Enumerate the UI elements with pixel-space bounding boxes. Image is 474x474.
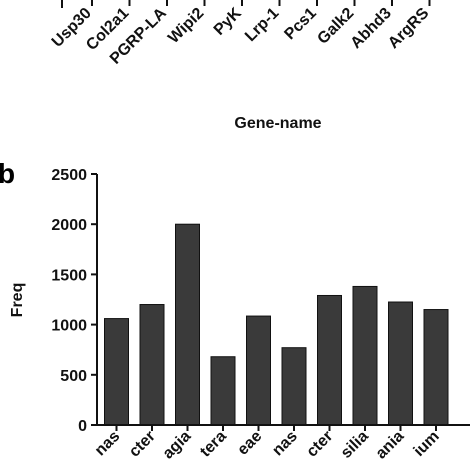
- panel-b-letter: b: [0, 158, 15, 189]
- panel-b-bar: [423, 309, 449, 426]
- panel-b-bar: [139, 304, 165, 426]
- panel-a-x-tick-label: Lrp-1: [242, 5, 282, 45]
- panel-a-x-tick-label: PyK: [211, 4, 245, 38]
- panel-b-bar: [175, 223, 200, 426]
- panel-b-x-tick-label: nas: [269, 428, 301, 460]
- panel-b-bar: [388, 301, 413, 426]
- panel-b-y-axis-title: Freq: [9, 283, 26, 318]
- panel-b-y-ticks: 0 500 1000 1500 2000 2500: [51, 167, 97, 435]
- panel-b-bar: [246, 315, 271, 426]
- panel-b-x-tick-label: silia: [338, 428, 372, 462]
- panel-b-y-tick-label: 0: [78, 418, 87, 435]
- panel-b-bar: [104, 318, 129, 426]
- panel-a-x-axis-title: Gene-name: [234, 115, 321, 132]
- panel-a-x-tick-label: Pcs1: [281, 5, 320, 44]
- panel-b-x-tick-label: cter: [304, 428, 337, 461]
- panel-b-y-tick-label: 500: [60, 368, 87, 385]
- panel-b-bar: [210, 356, 236, 426]
- panel-b-x-tick-label: nas: [92, 428, 124, 460]
- panel-b-x-tick-label: ania: [373, 428, 408, 463]
- panel-b-y-tick-label: 1000: [51, 318, 87, 335]
- panel-b-x-tick-label: cter: [126, 428, 159, 461]
- panel-b-x-tick-label: tera: [197, 428, 230, 461]
- panel-b-y-tick-label: 2000: [51, 217, 87, 234]
- panel-a-x-tick-label: ArgRS: [385, 5, 432, 52]
- panel-b-y-tick-label: 2500: [51, 167, 87, 184]
- panel-b-x-tick-label: eae: [234, 428, 265, 459]
- panel-b-y-tick-label: 1500: [51, 267, 87, 284]
- panel-b-bars: [104, 223, 449, 426]
- panel-b-bar: [317, 294, 342, 426]
- panel-b-x-ticks: nas cter agia tera eae nas cter silia ania ium: [92, 425, 443, 462]
- panel-b-x-tick-label: agia: [160, 428, 195, 463]
- panel-a-x-tick-label: Wipi2: [165, 5, 207, 47]
- panel-b-x-tick-label: ium: [411, 428, 443, 460]
- panel-a-x-tick-label: Abhd3: [348, 5, 395, 52]
- panel-b-bar: [281, 347, 307, 426]
- panel-b-bar: [352, 285, 378, 426]
